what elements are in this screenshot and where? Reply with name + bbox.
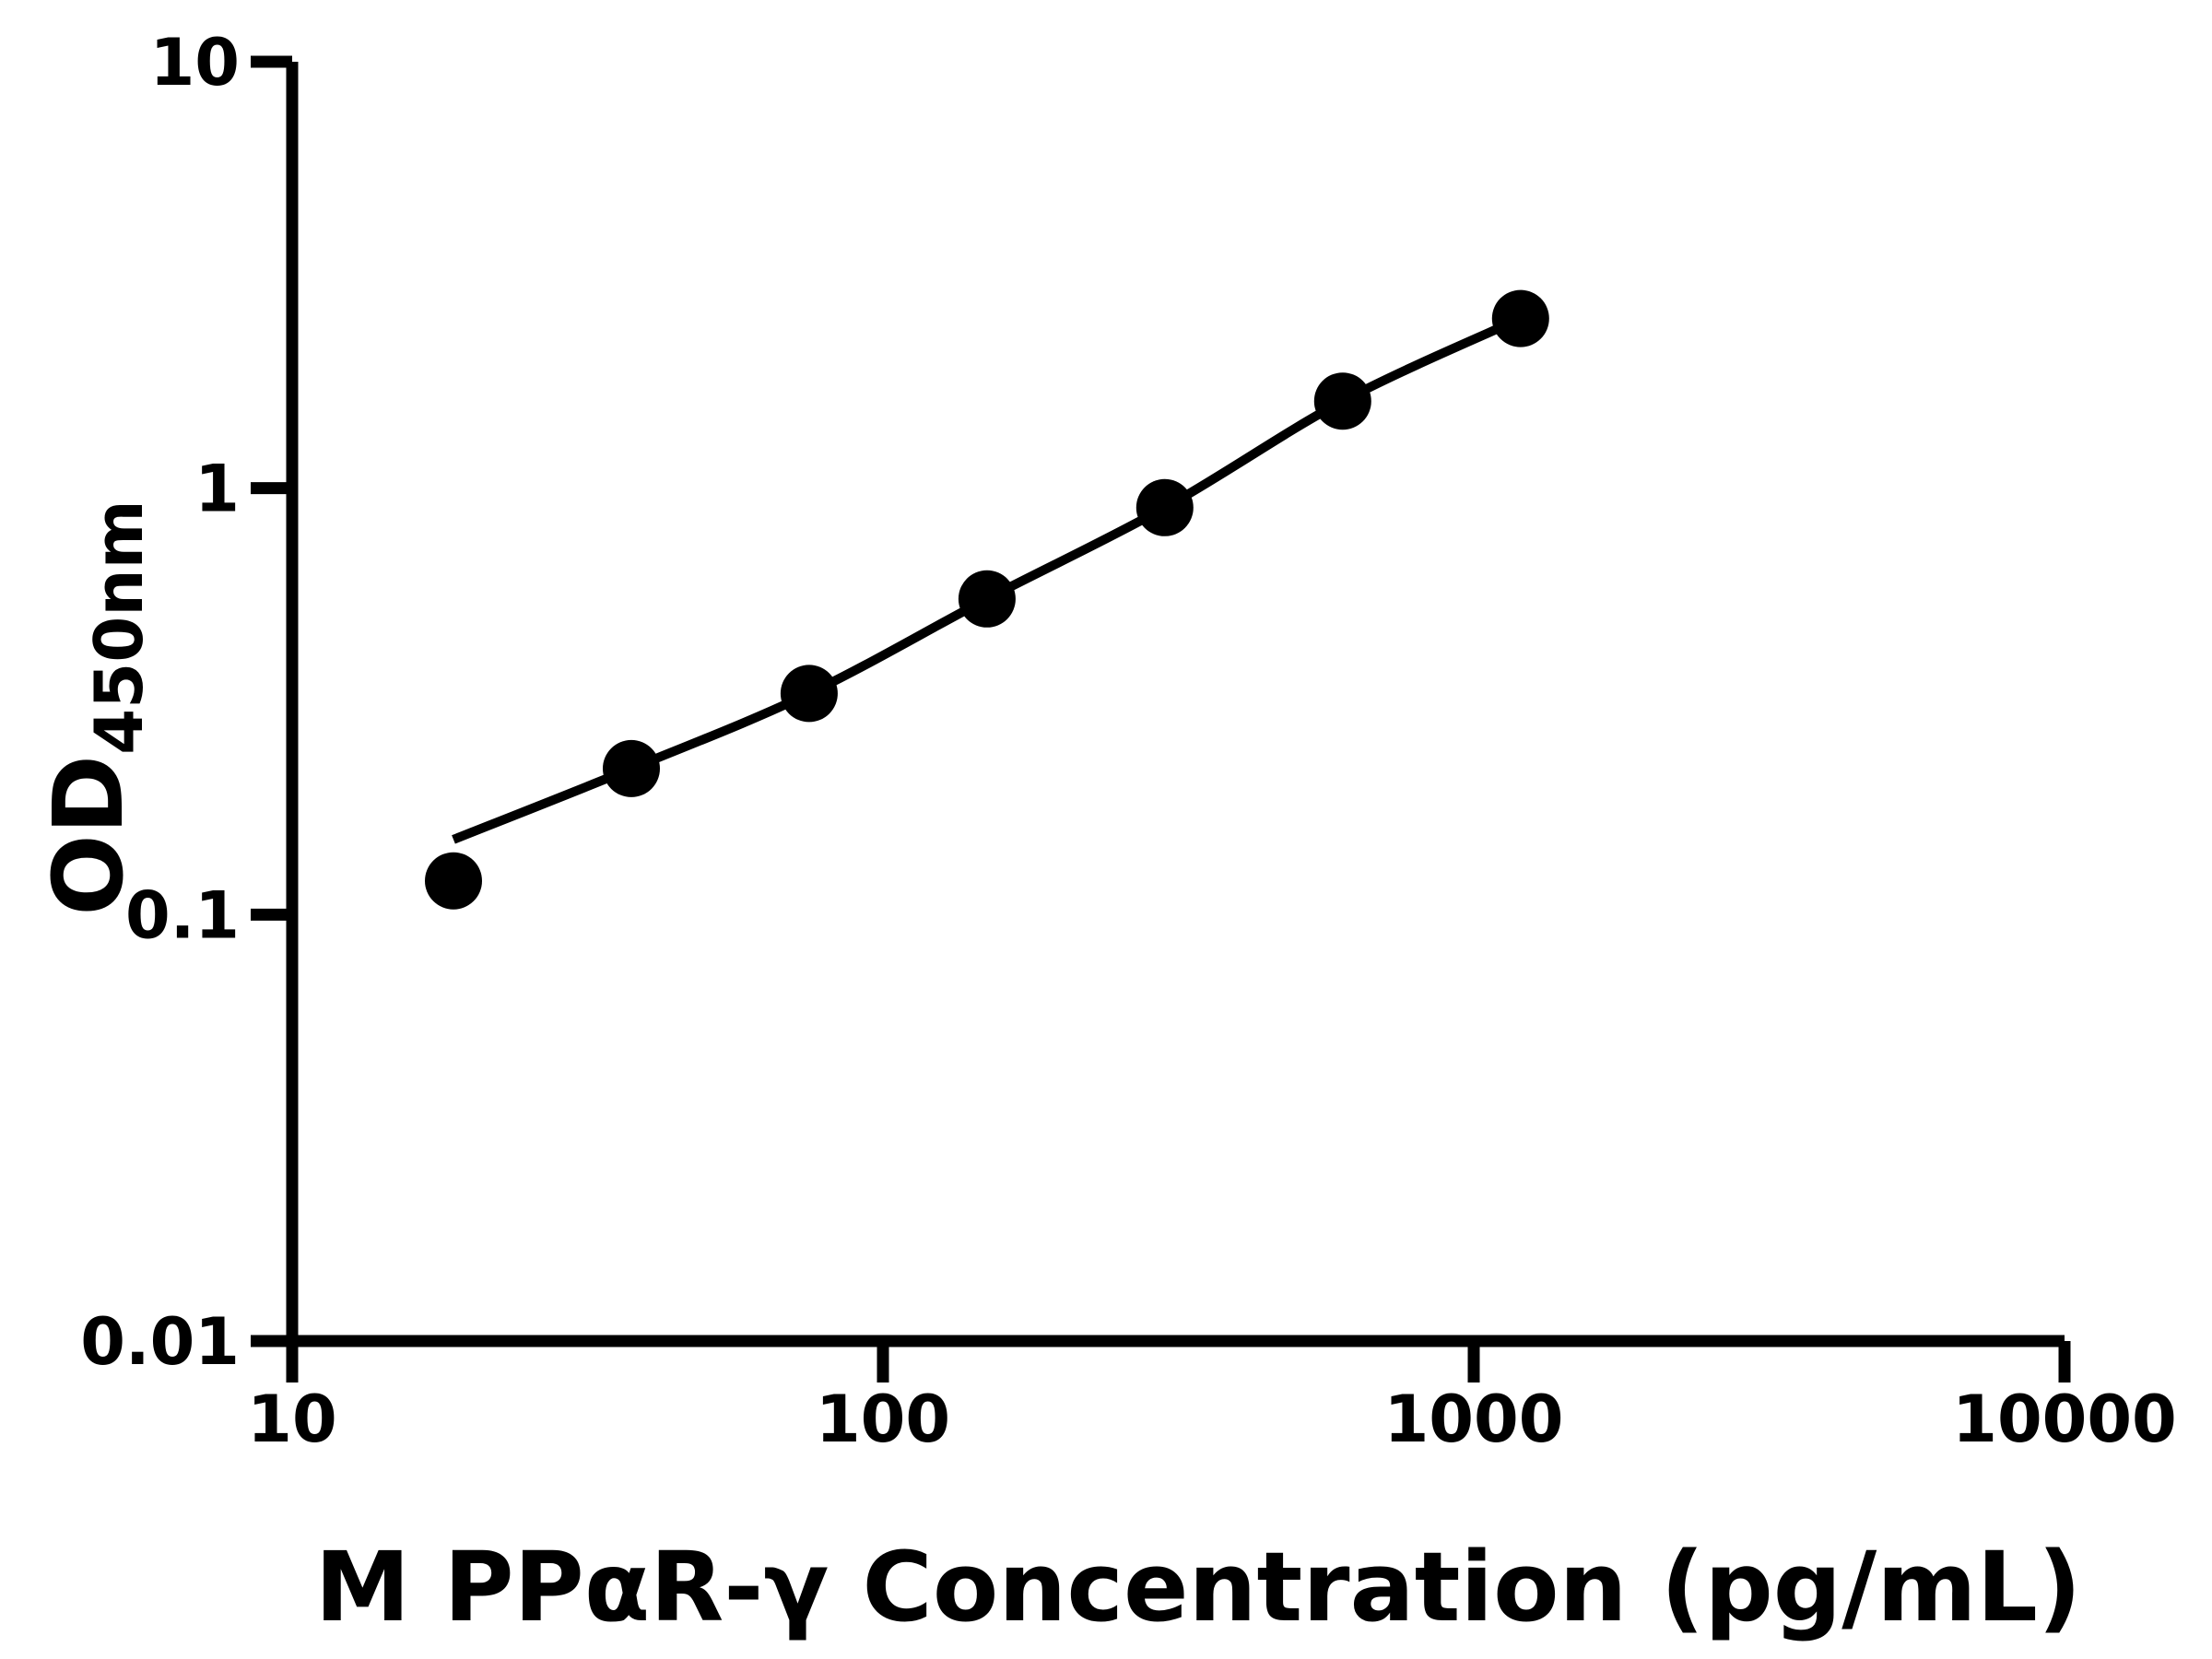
data-points [425, 289, 1549, 910]
x-axis-ticks [286, 1341, 2071, 1382]
y-tick-label: 10 [150, 25, 240, 100]
x-tick-label: 100 [816, 1382, 950, 1457]
y-axis-ticks [251, 55, 292, 1347]
y-tick-label: 0.01 [80, 1304, 240, 1380]
y-axis-title: OD450nm [32, 500, 158, 915]
data-point [1135, 478, 1194, 536]
x-tick-label: 10 [247, 1382, 336, 1457]
data-point [425, 852, 482, 910]
y-axis-title-sub: 450nm [80, 500, 158, 755]
y-axis-tick-labels: 0.01 0.1 1 10 [80, 25, 240, 1380]
y-tick-label: 1 [194, 452, 240, 527]
data-point [958, 570, 1016, 628]
x-axis-title: M PPαR-γ Concentration (pg/mL) [315, 1531, 2082, 1643]
data-point [1491, 289, 1549, 347]
data-point [603, 739, 660, 797]
x-tick-label: 10000 [1952, 1382, 2177, 1457]
y-axis-title-main: OD [32, 755, 145, 916]
y-tick-label: 0.1 [125, 877, 240, 953]
data-point [1313, 372, 1371, 430]
data-point [780, 665, 838, 723]
x-tick-label: 1000 [1384, 1382, 1564, 1457]
x-axis-tick-labels: 10 100 1000 10000 [247, 1382, 2176, 1457]
